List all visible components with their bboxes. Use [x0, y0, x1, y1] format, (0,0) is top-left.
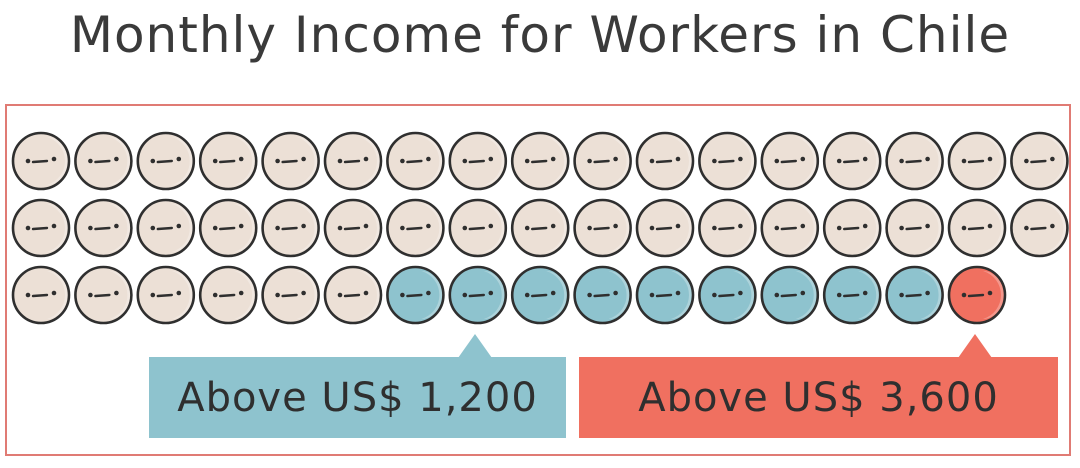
face-icon	[822, 131, 882, 191]
face-icon	[198, 131, 258, 191]
face-icon	[1010, 198, 1069, 258]
face-icon	[822, 198, 882, 258]
face-icon	[448, 131, 508, 191]
face-icon	[635, 265, 695, 325]
face-icon	[261, 265, 320, 325]
face-icon	[386, 265, 445, 325]
face-icon	[510, 198, 570, 258]
face-icon	[510, 265, 570, 325]
face-icon	[573, 131, 632, 191]
face-icon	[760, 265, 820, 325]
callout-pointer-blue	[458, 334, 492, 358]
face-icon	[261, 131, 320, 191]
face-icon	[947, 131, 1007, 191]
face-icon	[947, 265, 1007, 325]
face-icon	[573, 198, 632, 258]
face-icon	[323, 198, 383, 258]
face-icon	[573, 265, 632, 325]
face-icon	[386, 131, 445, 191]
chart-frame	[5, 104, 1071, 456]
face-icon	[760, 198, 820, 258]
face-icon	[698, 265, 757, 325]
face-icon	[698, 198, 757, 258]
face-icon	[136, 265, 196, 325]
face-icon	[74, 198, 133, 258]
face-icon	[323, 131, 383, 191]
chart-title: Monthly Income for Workers in Chile	[69, 6, 1011, 64]
face-icon	[448, 198, 508, 258]
face-icon	[11, 131, 71, 191]
label-above-3600: Above US$ 3,600	[579, 357, 1058, 438]
pictograph-grid	[11, 131, 1069, 325]
face-icon	[635, 131, 695, 191]
face-icon	[947, 198, 1007, 258]
face-icon	[885, 265, 944, 325]
face-icon	[74, 131, 133, 191]
face-icon	[386, 198, 445, 258]
face-icon	[11, 198, 71, 258]
face-icon	[885, 198, 944, 258]
face-icon	[1010, 131, 1069, 191]
face-icon	[198, 198, 258, 258]
face-icon	[635, 198, 695, 258]
face-icon	[760, 131, 820, 191]
face-icon	[136, 131, 196, 191]
face-icon	[11, 265, 71, 325]
face-icon	[74, 265, 133, 325]
face-icon	[136, 198, 196, 258]
face-icon	[822, 265, 882, 325]
callout-pointer-red	[958, 334, 992, 358]
face-icon	[261, 198, 320, 258]
face-icon	[510, 131, 570, 191]
face-icon	[198, 265, 258, 325]
face-icon	[448, 265, 508, 325]
face-icon	[698, 131, 757, 191]
face-icon	[323, 265, 383, 325]
label-above-1200: Above US$ 1,200	[149, 357, 566, 438]
face-icon	[885, 131, 944, 191]
